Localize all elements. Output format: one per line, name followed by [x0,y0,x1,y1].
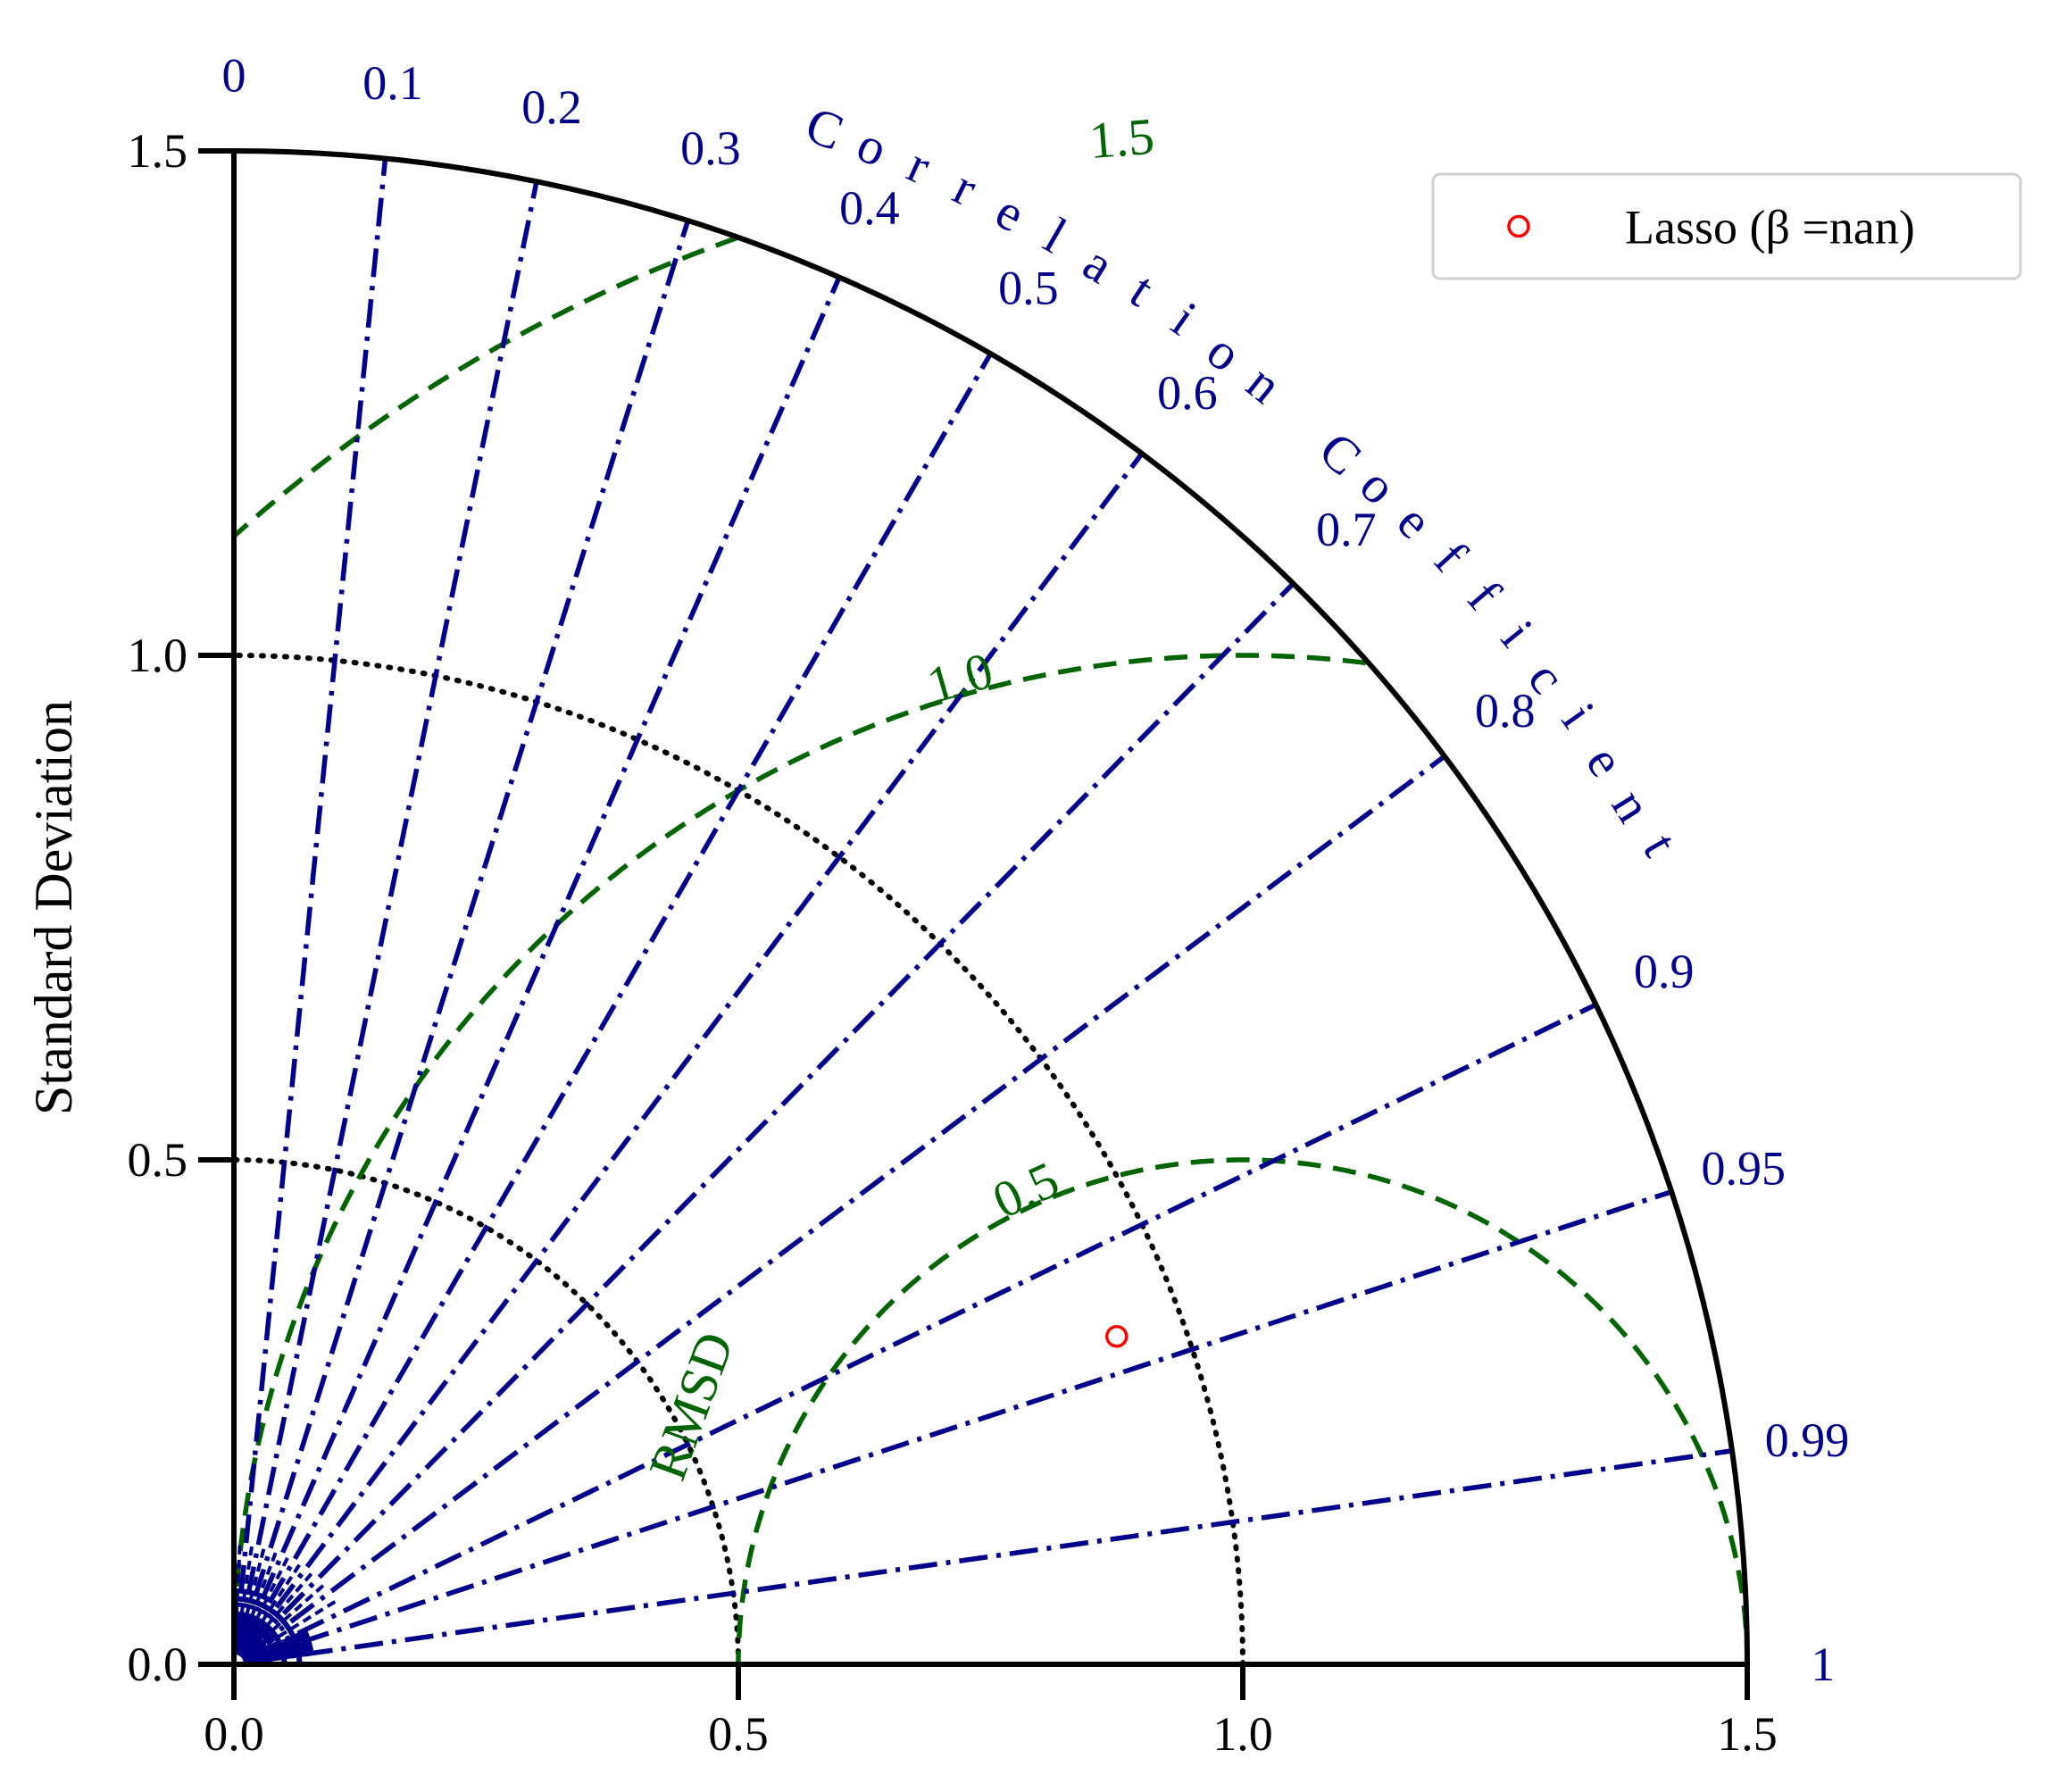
correlation-tick-labels: 0 0.1 0.2 0.3 0.4 0.5 0.6 0.7 0.8 0.9 0.95 0.99 1 [222,48,1850,1691]
correlation-minor-line [240,1582,327,1660]
x-tick-label: 0.5 [708,1707,769,1761]
correlation-line-10 [252,1189,1673,1661]
correlation-line-1 [233,158,388,1645]
y-tick-label: 0.5 [128,1133,188,1187]
rmsd-title: RMSD [637,1324,745,1487]
legend-label: Lasso (β =nan) [1625,201,1915,254]
x-tick-label: 1.5 [1717,1707,1778,1761]
correlation-line-7 [246,581,1295,1652]
rmsd-contours [231,235,1750,1664]
axes: 0.0 0.0 0.5 0.5 1.0 1.0 1.5 1.5 [128,124,1778,1761]
legend-marker [1507,214,1530,238]
correlation-line-3 [237,220,691,1646]
y-tick-label: 1.0 [128,629,188,682]
correlation-tick-label: 0.5 [998,262,1059,315]
std-contour-0 [231,1157,741,1667]
rmsd-contour-2 [233,235,739,538]
correlation-minor-line [238,1571,314,1658]
correlation-minor-line [236,1550,279,1656]
correlation-tick-label: 0.4 [839,181,900,235]
y-tick-label: 0.0 [128,1638,188,1691]
data-point [1105,1325,1129,1348]
correlation-line-11 [253,1448,1733,1664]
correlation-tick-label: 0.6 [1157,366,1218,420]
correlation-tick-label: 0.1 [362,56,423,110]
outer-arc [233,148,1750,1665]
correlation-minor-line [241,1598,338,1661]
y-axis-title: Standard Deviation [24,700,83,1115]
correlation-tick-label: 0.3 [680,121,741,175]
correlation-tick-label: 1 [1811,1638,1835,1691]
correlation-lines [231,151,1733,1665]
correlation-tick-label: 0.95 [1702,1141,1787,1195]
rmsd-contour-label: 1.5 [1087,107,1156,170]
correlation-minor-line [234,1546,266,1655]
data-points [1105,1325,1129,1348]
correlation-tick-label: 0.7 [1316,503,1377,556]
legend-box [1431,172,2022,280]
legend: Lasso (β =nan) [1431,172,2022,280]
std-contour-1 [231,653,1245,1667]
correlation-tick-label: 0.2 [521,80,582,134]
correlation-line-2 [235,180,539,1646]
correlation-tick-label: 0.8 [1475,684,1536,738]
correlation-tick-label: 0.9 [1634,945,1695,998]
x-tick-label: 0.0 [204,1707,264,1761]
origin-arc-0 [233,1641,257,1665]
correlation-line-5 [241,352,993,1648]
correlation-line-8 [248,754,1446,1654]
rmsd-contour-label: 0.5 [984,1150,1067,1229]
correlation-minor-line [237,1562,303,1657]
correlation-minor-line [237,1555,290,1656]
origin-arc-3 [233,1596,303,1665]
correlation-line-4 [239,276,842,1647]
correlation-minor-line [233,1544,254,1655]
origin-arc-1 [233,1626,272,1665]
origin-arc-2 [233,1611,287,1665]
x-tick-label: 1.0 [1212,1707,1273,1761]
correlation-line-6 [244,452,1145,1650]
correlation-tick-label: 0 [222,48,246,102]
correlation-tick-label: 0.99 [1765,1413,1850,1467]
std-contours [231,653,1245,1667]
rmsd-contour-0 [736,1157,1750,1664]
correlation-line-9 [251,1002,1597,1658]
y-tick-label: 1.5 [128,124,188,178]
